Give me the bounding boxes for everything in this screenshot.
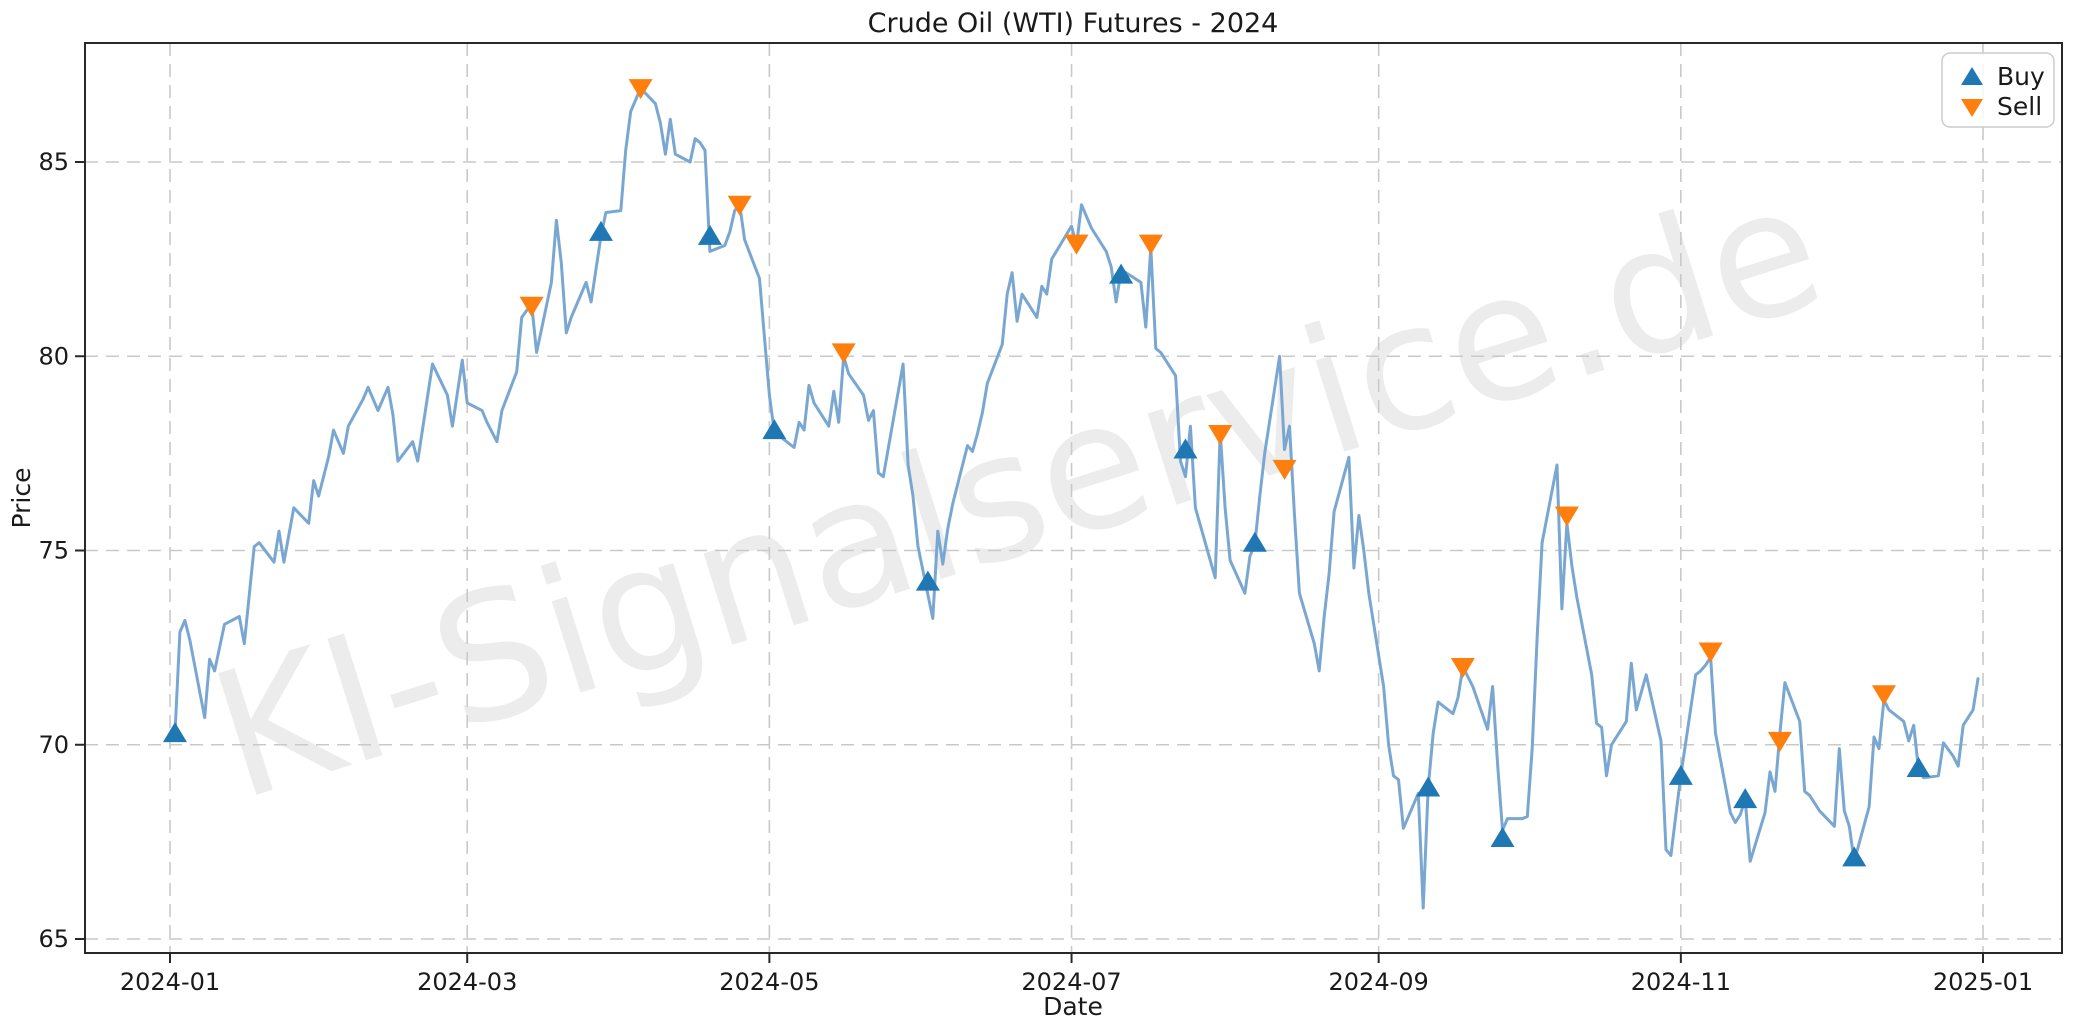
buy-signal-marker	[697, 224, 722, 245]
y-tick-label: 80	[38, 342, 69, 370]
buy-signal-marker	[162, 722, 187, 743]
sell-signal-marker	[727, 195, 752, 216]
sell-signal-marker	[1208, 424, 1233, 445]
legend-buy-label: Buy	[1997, 62, 2045, 91]
x-tick-label: 2024-03	[417, 968, 517, 996]
sell-signal-marker	[1767, 731, 1792, 752]
x-tick-label: 2025-01	[1933, 968, 2033, 996]
buy-signal-marker	[1906, 757, 1931, 778]
x-tick-label: 2024-11	[1631, 968, 1731, 996]
x-tick-label: 2024-07	[1021, 968, 1121, 996]
buy-signal-marker	[1668, 764, 1693, 785]
legend-sell-label: Sell	[1997, 92, 2042, 121]
y-tick-label: 85	[38, 148, 69, 176]
price-line	[173, 86, 1980, 910]
trade-signal-markers-layer	[162, 79, 1931, 867]
sell-signal-marker	[519, 296, 544, 317]
buy-signal-marker	[762, 419, 787, 440]
sell-signal-marker	[628, 79, 653, 100]
y-axis-label: Price	[7, 468, 36, 529]
sell-signal-marker	[1450, 658, 1475, 679]
sell-signal-marker	[1698, 642, 1723, 663]
plot-border	[84, 42, 2063, 954]
buy-signal-marker	[915, 570, 940, 591]
price-line-layer	[173, 86, 1980, 910]
buy-signal-marker	[1490, 826, 1515, 847]
watermark-text: KI-Signalservice.de	[192, 145, 1844, 840]
buy-signal-marker	[1733, 788, 1758, 809]
chart-title: Crude Oil (WTI) Futures - 2024	[868, 8, 1279, 39]
sell-signal-marker	[831, 343, 856, 364]
x-tick-label: 2024-01	[120, 968, 220, 996]
x-axis-label: Date	[1043, 992, 1103, 1021]
legend-buy-triangle-icon	[1961, 67, 1983, 85]
sell-signal-marker	[1871, 685, 1896, 706]
y-tick-label: 65	[38, 925, 69, 953]
x-tick-label: 2024-05	[719, 968, 819, 996]
buy-signal-marker	[1842, 846, 1867, 867]
buy-signal-marker	[1109, 263, 1134, 284]
legend: Buy Sell	[1941, 52, 2055, 128]
sell-signal-marker	[1272, 459, 1297, 480]
buy-signal-marker	[588, 220, 613, 241]
buy-signal-marker	[1173, 438, 1198, 459]
axis-ticks-layer: 2024-01 2024-03 2024-05 2024-07 2024-09 2024-…	[38, 148, 2033, 996]
grid-layer	[85, 43, 2062, 953]
y-tick-label: 75	[38, 537, 69, 565]
sell-signal-marker	[1554, 506, 1579, 527]
legend-sell-triangle-icon	[1961, 99, 1983, 117]
y-tick-label: 70	[38, 731, 69, 759]
sell-signal-marker	[1064, 234, 1089, 255]
buy-signal-marker	[1242, 531, 1267, 552]
x-tick-label: 2024-09	[1329, 968, 1429, 996]
buy-signal-marker	[1416, 776, 1441, 797]
sell-signal-marker	[1138, 234, 1163, 255]
